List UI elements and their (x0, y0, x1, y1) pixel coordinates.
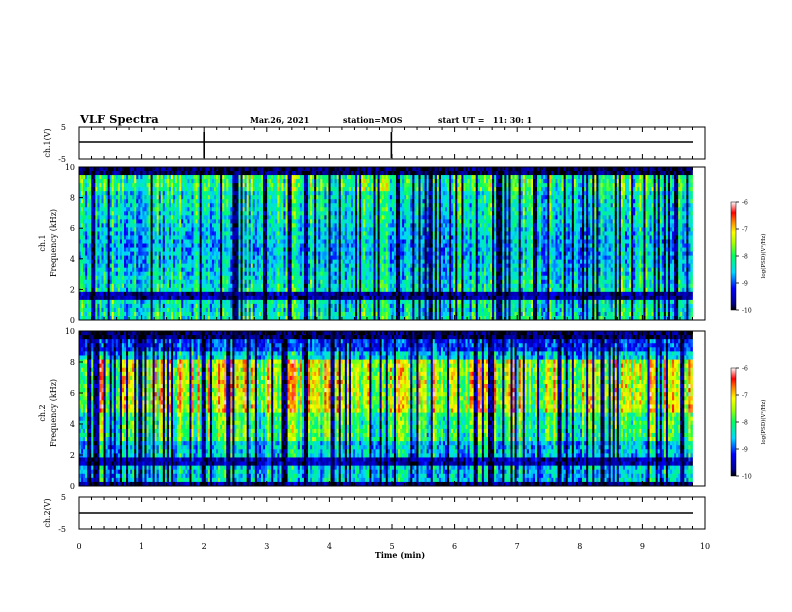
x-tick-label: 10 (700, 542, 710, 551)
x-tick-label: 5 (389, 542, 394, 551)
ch1-colorbar-label: log(PSD)(V²/Hz) (760, 234, 767, 279)
ch1-waveform-panel: 5 -5 ch.1(V) (43, 123, 706, 164)
date-label: Mar.26, 2021 (250, 115, 309, 125)
x-tick-label: 0 (76, 542, 81, 551)
spec2-ytick-label: 8 (70, 358, 75, 367)
spec2-ytick-label: 6 (70, 389, 75, 398)
ch1-spec-ylabel: Frequency (kHz) (49, 209, 58, 277)
ch1-spectrogram-panel: 0 2 4 6 8 10 ch.1 Frequency (kHz) (38, 163, 706, 325)
x-tick-label: 6 (452, 542, 457, 551)
x-tick-label: 8 (577, 542, 582, 551)
colorbar1-tick-label: -10 (742, 308, 752, 315)
colorbar1-tick-label: -9 (742, 281, 748, 288)
station-label: station=MOS (343, 115, 403, 125)
ch1-spec-channel-label: ch.1 (38, 234, 47, 251)
ch1-colorbar-gradient (730, 201, 737, 311)
ch1-colorbar: -6 -7 -8 -9 -10 log(PSD)(V²/Hz) (730, 200, 767, 315)
start-ut-label: start UT = 11: 30: 1 (438, 115, 532, 125)
spec1-ytick-label: 0 (70, 316, 75, 325)
x-tick-label: 4 (327, 542, 332, 551)
ch2-spec-ylabel: Frequency (kHz) (49, 379, 58, 447)
spec2-ytick-label: 0 (70, 482, 75, 491)
ch2-colorbar-gradient (730, 367, 737, 477)
ch2-spectrogram-image (79, 331, 693, 487)
spec1-ytick-label: 2 (70, 285, 75, 294)
colorbar1-tick-label: -8 (742, 254, 748, 261)
ch2-waveform-panel: 5 -5 ch.2(V) (43, 493, 706, 534)
ch2-spec-channel-label: ch.2 (38, 404, 47, 421)
x-tick-label: 9 (640, 542, 645, 551)
ch1-wave-ylabel: ch.1(V) (43, 128, 52, 157)
colorbar1-tick-label: -6 (742, 200, 748, 207)
colorbar2-tick-label: -8 (742, 420, 748, 427)
x-tick-label: 3 (264, 542, 269, 551)
ch2-wave-ytick-neg5: -5 (58, 525, 66, 534)
ch2-spectrogram-panel: 0 2 4 6 8 10 ch.2 Frequency (kHz) (38, 327, 706, 491)
x-tick-label: 1 (139, 542, 144, 551)
spec1-ytick-label: 6 (70, 224, 75, 233)
x-axis-tick-labels: 0 1 2 3 4 5 6 7 8 9 10 (76, 542, 710, 551)
ch2-colorbar-label: log(PSD)(V²/Hz) (760, 400, 767, 445)
colorbar2-tick-label: -6 (742, 366, 748, 373)
spec1-ytick-label: 10 (65, 163, 75, 172)
spec2-ytick-label: 2 (70, 451, 75, 460)
spec1-ytick-label: 4 (70, 255, 75, 264)
x-axis-label: Time (min) (375, 550, 425, 560)
x-tick-label: 7 (515, 542, 520, 551)
ch1-spectrogram-image (79, 167, 693, 321)
figure-title: VLF Spectra (79, 112, 159, 126)
ch2-colorbar: -6 -7 -8 -9 -10 log(PSD)(V²/Hz) (730, 366, 767, 481)
spec2-ytick-label: 10 (65, 327, 75, 336)
spec1-ytick-label: 8 (70, 194, 75, 203)
colorbar2-tick-label: -9 (742, 447, 748, 454)
ch1-wave-ytick-5: 5 (61, 123, 66, 132)
colorbar2-tick-label: -7 (742, 393, 748, 400)
ch2-wave-ylabel: ch.2(V) (43, 498, 52, 527)
colorbar1-tick-label: -7 (742, 227, 748, 234)
spec2-ytick-label: 4 (70, 420, 75, 429)
ch1-wave-ytick-neg5: -5 (58, 155, 66, 164)
colorbar2-tick-label: -10 (742, 474, 752, 481)
x-tick-label: 2 (202, 542, 207, 551)
ch2-wave-ytick-5: 5 (61, 493, 66, 502)
